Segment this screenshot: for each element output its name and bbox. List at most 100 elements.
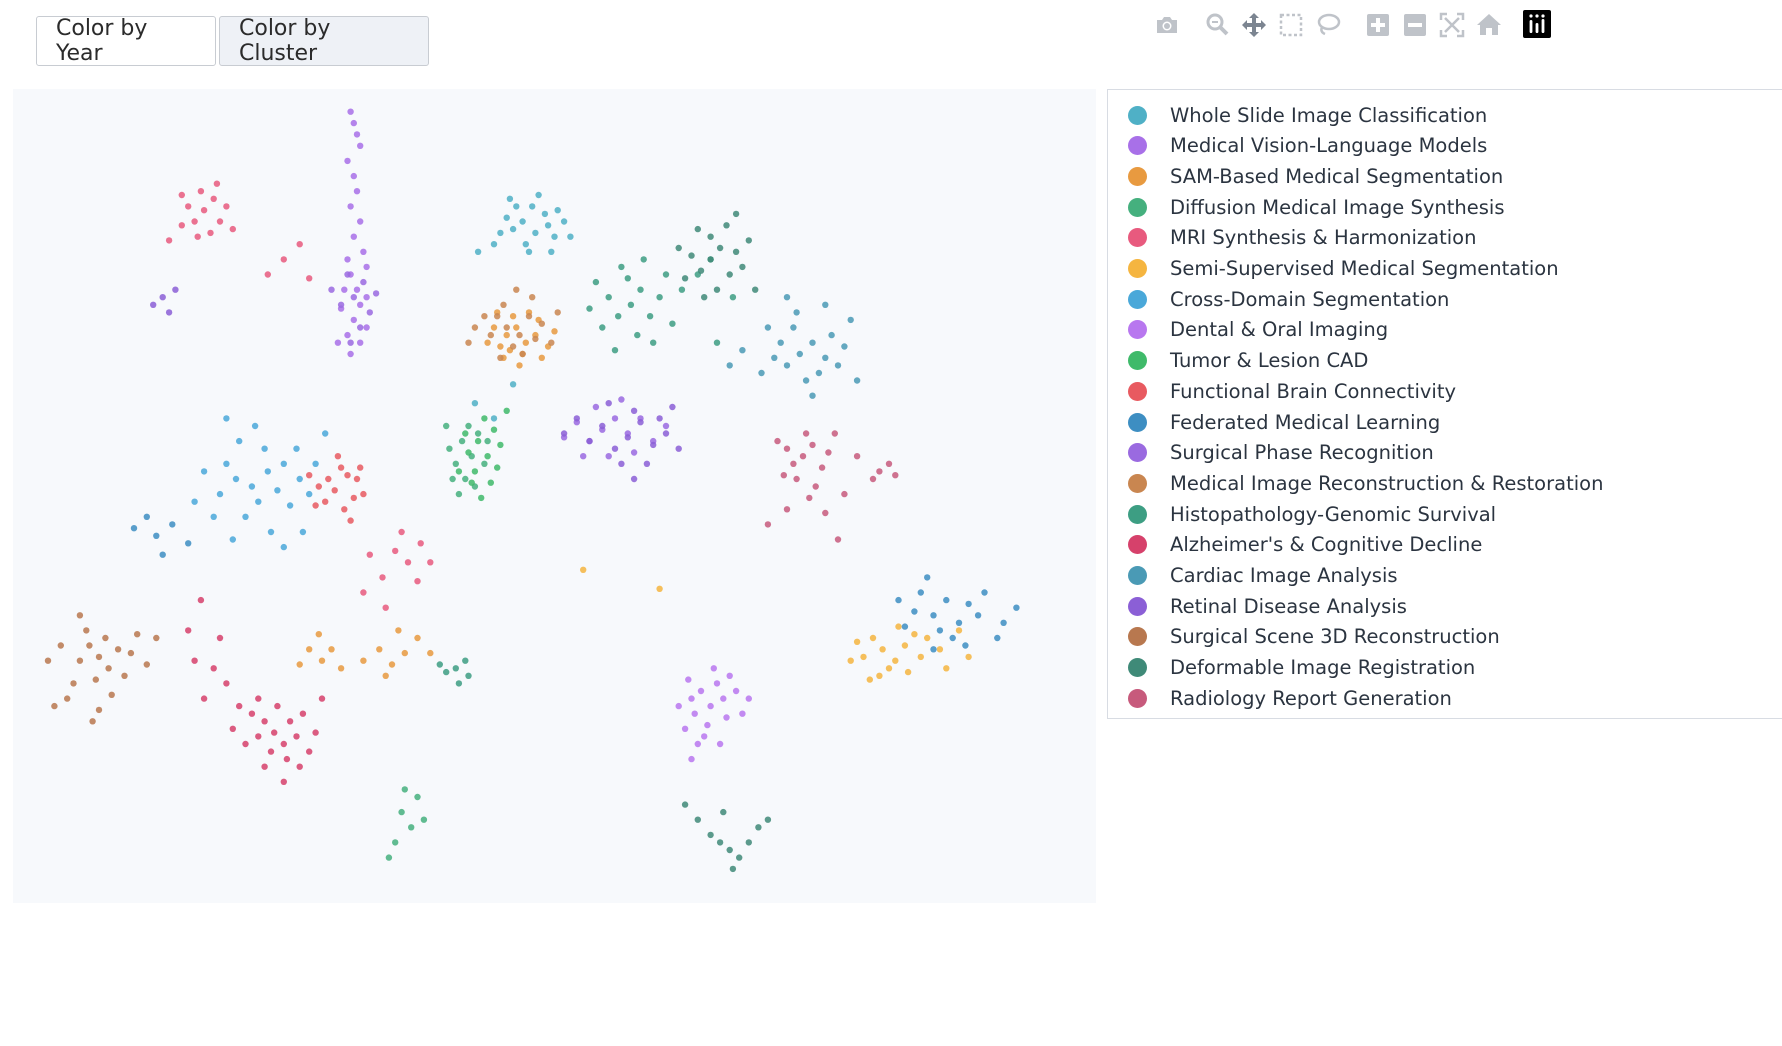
scatter-point-6-1[interactable] xyxy=(264,468,271,475)
scatter-point-3-17[interactable] xyxy=(420,816,428,823)
scatter-point-14-8[interactable] xyxy=(248,710,256,717)
scatter-point-13-6[interactable] xyxy=(656,294,663,301)
legend-item[interactable]: SAM-Based Medical Segmentation xyxy=(1128,161,1503,191)
scatter-point-4-25[interactable] xyxy=(360,589,367,596)
scatter-point-16-13[interactable] xyxy=(675,445,682,452)
scatter-point-13-26[interactable] xyxy=(436,661,443,668)
scatter-point-3-11[interactable] xyxy=(443,422,450,430)
legend-item[interactable]: Cardiac Image Analysis xyxy=(1128,561,1398,591)
scatter-point-10-20[interactable] xyxy=(143,513,150,520)
scatter-point-2-6[interactable] xyxy=(490,324,498,331)
scatter-point-0-8[interactable] xyxy=(497,229,504,237)
scatter-point-6-17[interactable] xyxy=(251,422,259,430)
scatter-point-10-2[interactable] xyxy=(917,589,924,596)
scatter-point-18-3[interactable] xyxy=(726,271,733,278)
scatter-point-5-11[interactable] xyxy=(866,676,873,683)
scatter-point-12-10[interactable] xyxy=(538,320,545,327)
legend-item[interactable]: Functional Brain Connectivity xyxy=(1128,376,1456,406)
scatter-point-5-18[interactable] xyxy=(943,665,950,672)
scatter-point-5-17[interactable] xyxy=(965,653,972,661)
scatter-point-4-6[interactable] xyxy=(185,203,192,210)
scatter-point-1-10[interactable] xyxy=(360,248,367,255)
scatter-point-0-7[interactable] xyxy=(544,222,552,229)
scatter-point-2-2[interactable] xyxy=(522,339,529,346)
scatter-point-6-14[interactable] xyxy=(267,528,275,536)
scatter-point-6-21[interactable] xyxy=(191,498,198,505)
scatter-point-4-20[interactable] xyxy=(379,574,386,581)
scatter-point-19-9[interactable] xyxy=(780,472,787,479)
scatter-point-7-14[interactable] xyxy=(675,702,682,710)
scatter-point-0-12[interactable] xyxy=(490,241,498,248)
scatter-point-7-4[interactable] xyxy=(691,710,698,717)
box-select-icon[interactable] xyxy=(1276,10,1306,40)
scatter-point-13-7[interactable] xyxy=(634,331,641,339)
scatter-point-18-26[interactable] xyxy=(720,808,727,816)
scatter-point-3-13[interactable] xyxy=(398,808,405,816)
scatter-point-0-4[interactable] xyxy=(551,233,558,240)
scatter-point-17-14[interactable] xyxy=(64,695,71,702)
scatter-point-17-3[interactable] xyxy=(114,646,122,653)
scatter-point-5-9[interactable] xyxy=(853,638,861,645)
scatter-point-13-1[interactable] xyxy=(637,286,644,293)
scatter-point-14-23[interactable] xyxy=(200,695,208,702)
scatter-point-1-1[interactable] xyxy=(353,131,361,138)
scatter-point-4-24[interactable] xyxy=(414,578,421,585)
legend-item[interactable]: Retinal Disease Analysis xyxy=(1128,591,1407,621)
scatter-point-2-3[interactable] xyxy=(497,343,504,350)
scatter-point-1-24[interactable] xyxy=(334,339,342,346)
scatter-point-1-0[interactable] xyxy=(350,119,357,127)
scatter-point-11-17[interactable] xyxy=(366,309,373,316)
scatter-point-13-5[interactable] xyxy=(605,294,612,301)
scatter-point-1-13[interactable] xyxy=(353,286,361,293)
scatter-point-3-2[interactable] xyxy=(452,460,459,467)
scatter-point-19-3[interactable] xyxy=(818,464,826,471)
scatter-point-12-16[interactable] xyxy=(554,309,561,316)
scatter-point-8-5[interactable] xyxy=(481,415,488,422)
scatter-point-1-11[interactable] xyxy=(344,256,351,263)
scatter-point-14-24[interactable] xyxy=(216,634,224,642)
scatter-point-5-2[interactable] xyxy=(869,634,877,642)
scatter-point-1-2[interactable] xyxy=(347,108,354,115)
scatter-point-12-0[interactable] xyxy=(503,324,510,331)
scatter-point-10-0[interactable] xyxy=(930,612,937,619)
scatter-point-10-10[interactable] xyxy=(974,612,982,619)
scatter-point-7-5[interactable] xyxy=(704,721,711,729)
scatter-point-19-15[interactable] xyxy=(876,468,883,475)
scatter-point-8-1[interactable] xyxy=(484,453,491,460)
scatter-point-4-12[interactable] xyxy=(165,237,173,244)
scatter-point-0-1[interactable] xyxy=(519,218,526,225)
scatter-point-11-22[interactable] xyxy=(347,339,354,346)
scatter-point-0-13[interactable] xyxy=(513,203,520,210)
scatter-point-15-7[interactable] xyxy=(802,377,810,384)
legend-item[interactable]: Tumor & Lesion CAD xyxy=(1128,346,1368,376)
scatter-point-16-20[interactable] xyxy=(165,309,173,316)
scatter-point-17-0[interactable] xyxy=(95,653,103,661)
scatter-point-13-2[interactable] xyxy=(615,313,622,320)
legend-item[interactable]: Whole Slide Image Classification xyxy=(1128,100,1487,130)
scatter-point-7-12[interactable] xyxy=(694,740,701,748)
scatter-point-10-13[interactable] xyxy=(895,596,902,604)
scatter-point-16-19[interactable] xyxy=(150,301,157,308)
scatter-point-12-14[interactable] xyxy=(548,339,555,346)
scatter-point-8-4[interactable] xyxy=(471,468,479,475)
scatter-point-14-4[interactable] xyxy=(267,748,275,755)
scatter-point-0-0[interactable] xyxy=(532,229,539,237)
scatter-point-1-16[interactable] xyxy=(357,301,364,308)
scatter-point-18-17[interactable] xyxy=(726,846,733,854)
scatter-point-15-3[interactable] xyxy=(822,354,829,361)
scatter-point-17-16[interactable] xyxy=(44,657,52,664)
scatter-point-3-12[interactable] xyxy=(449,475,456,483)
scatter-point-9-7[interactable] xyxy=(341,506,348,513)
scatter-point-19-8[interactable] xyxy=(812,483,819,490)
scatter-point-19-20[interactable] xyxy=(853,453,861,460)
scatter-point-15-8[interactable] xyxy=(828,331,835,339)
scatter-point-7-13[interactable] xyxy=(732,687,740,695)
scatter-point-16-4[interactable] xyxy=(630,407,638,414)
scatter-point-10-5[interactable] xyxy=(911,608,918,615)
scatter-point-0-9[interactable] xyxy=(560,218,568,225)
scatter-point-5-6[interactable] xyxy=(911,631,918,638)
scatter-point-14-6[interactable] xyxy=(293,733,300,740)
scatter-point-15-6[interactable] xyxy=(777,339,784,346)
scatter-point-13-12[interactable] xyxy=(640,256,647,263)
scatter-point-6-23[interactable] xyxy=(223,415,230,422)
